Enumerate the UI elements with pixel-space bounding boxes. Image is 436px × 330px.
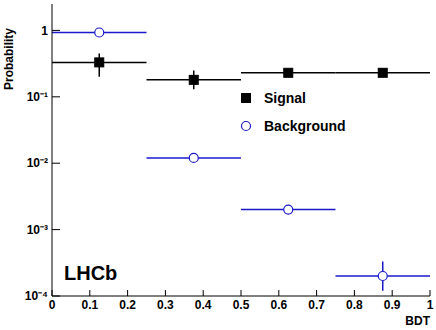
html-text:LHCb: LHCb	[64, 262, 118, 284]
html-text:BDT: BDT	[405, 314, 430, 328]
html-text:Signal: Signal	[264, 90, 306, 106]
html-text:Probability: Probability	[2, 28, 16, 90]
svg-text:10⁻⁴: 10⁻⁴	[25, 289, 48, 303]
svg-text:10⁻²: 10⁻²	[27, 156, 48, 170]
svg-text:0.6: 0.6	[270, 298, 287, 312]
svg-text:0.4: 0.4	[195, 298, 212, 312]
svg-text:0.9: 0.9	[384, 298, 401, 312]
svg-text:10⁻¹: 10⁻¹	[27, 90, 48, 104]
svg-text:0.1: 0.1	[81, 298, 98, 312]
svg-text:1: 1	[41, 24, 48, 38]
html-text:Background: Background	[264, 118, 346, 134]
svg-text:10⁻³: 10⁻³	[27, 223, 48, 237]
svg-text:0.3: 0.3	[157, 298, 174, 312]
svg-text:0.5: 0.5	[233, 298, 250, 312]
svg-text:0.8: 0.8	[346, 298, 363, 312]
svg-text:0.7: 0.7	[308, 298, 325, 312]
svg-text:0: 0	[49, 298, 56, 312]
svg-text:1: 1	[427, 298, 428, 312]
svg-text:0.2: 0.2	[119, 298, 136, 312]
